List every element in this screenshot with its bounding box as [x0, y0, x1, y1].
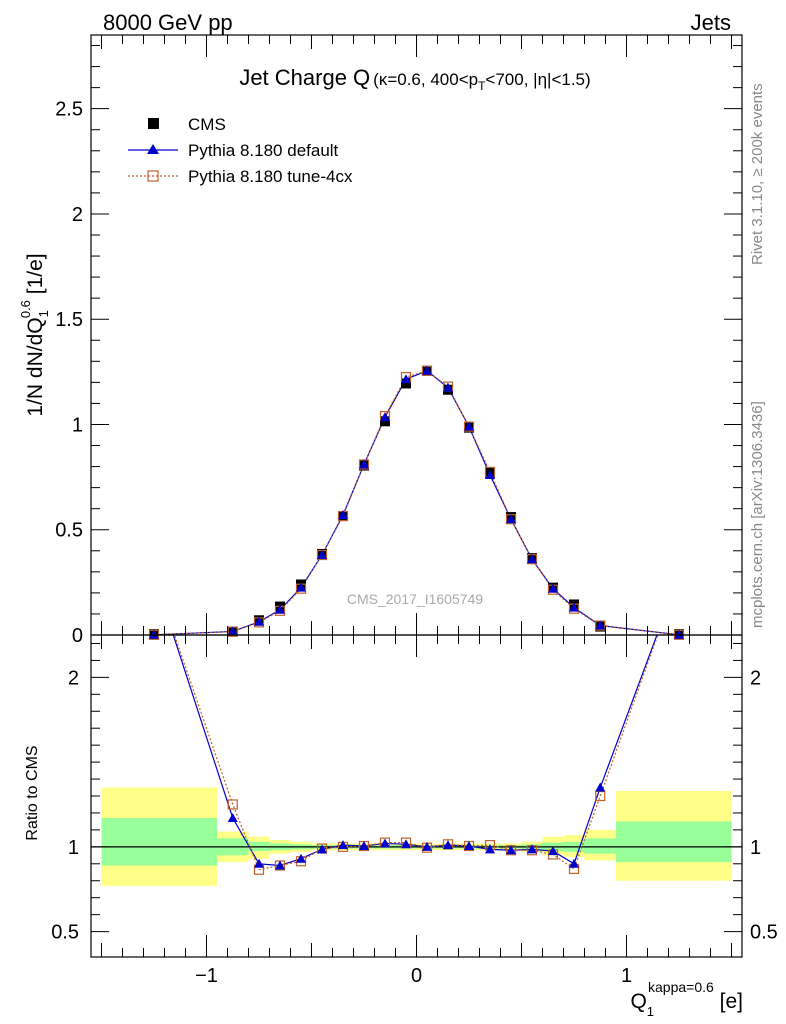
main-ytick-label: 0.5	[55, 520, 83, 542]
default-point	[464, 421, 474, 431]
ratio-uncertainty-bands	[91, 787, 742, 886]
ratio-default-point	[227, 813, 238, 823]
main-y-axis-label: 1/N dN/dQ10.6 [1/e]	[18, 253, 51, 416]
legend-tune-label: Pythia 8.180 tune-4cx	[188, 167, 353, 186]
ratio-default-point	[296, 853, 306, 863]
legend-default-marker	[147, 144, 159, 154]
ratio-ytick-label-right: 0.5	[750, 922, 778, 944]
ratio-ytick-label: 0.5	[51, 922, 79, 944]
ratio-default-point	[338, 840, 348, 850]
analysis-id-watermark: CMS_2017_I1605749	[347, 591, 483, 607]
default-point	[275, 604, 285, 614]
default-point	[317, 550, 327, 559]
band-inner	[616, 821, 732, 863]
main-ytick-label: 2	[72, 204, 83, 226]
ratio-default-point	[464, 840, 474, 850]
default-point	[569, 602, 579, 612]
main-ytick-label: 1	[72, 414, 83, 436]
default-point	[674, 629, 684, 639]
ratio-default-point	[527, 844, 537, 854]
data-markers	[148, 365, 685, 875]
ratio-default-point	[422, 841, 432, 851]
default-point	[338, 510, 348, 519]
axes: 0 0.5 1 1.5 2 2.5 0.5 0.5 1 1 2 2 −1 0 1	[51, 34, 778, 987]
ratio-default-point	[317, 844, 327, 854]
default-point	[149, 629, 159, 639]
main-ytick-label: 1.5	[55, 309, 83, 331]
ratio-ytick-label-right: 2	[750, 667, 761, 689]
default-point	[527, 554, 537, 564]
ratio-ytick-label: 1	[68, 837, 79, 859]
ratio-tune-point	[227, 799, 238, 810]
ratio-default-point	[275, 860, 285, 870]
default-point	[359, 459, 369, 469]
ratio-default-point	[401, 839, 411, 849]
main-ytick-label: 0	[72, 625, 83, 647]
ratio-default-point	[595, 782, 606, 792]
ratio-default-point	[359, 840, 369, 850]
ratio-y-axis-label: Ratio to CMS	[24, 745, 41, 840]
collision-label: 8000 GeV pp	[103, 10, 233, 35]
ratio-default-point	[506, 845, 516, 855]
ratio-default-point	[443, 840, 453, 850]
band-inner	[584, 838, 616, 854]
cms-point	[401, 378, 411, 389]
default-point	[422, 365, 432, 375]
band-inner	[101, 818, 217, 866]
x-axis-label: Q1kappa=0.6 [e]	[630, 979, 743, 1019]
default-point	[380, 412, 390, 422]
xtick-label: −1	[195, 965, 218, 987]
default-point	[401, 374, 411, 384]
default-point	[296, 582, 306, 592]
ratio-default-point	[548, 846, 558, 856]
default-point	[595, 620, 606, 630]
ratio-ytick-label: 2	[68, 667, 79, 689]
xtick-label: 1	[621, 965, 632, 987]
legend-cms-label: CMS	[188, 115, 226, 134]
ratio-default-point	[485, 844, 495, 854]
legend: CMS Pythia 8.180 default Pythia 8.180 tu…	[128, 115, 353, 186]
xtick-label: 0	[411, 965, 422, 987]
cms-point	[380, 416, 390, 427]
ratio-default-point	[380, 838, 390, 848]
default-point	[548, 583, 558, 593]
ratio-default-point	[254, 858, 264, 868]
default-point	[227, 626, 238, 636]
rivet-version-label: Rivet 3.1.10, ≥ 200k events	[749, 83, 766, 265]
process-label: Jets	[691, 10, 731, 35]
default-point	[254, 616, 264, 626]
main-ytick-label: 2.5	[55, 99, 83, 121]
legend-cms-marker	[148, 118, 159, 129]
default-point	[485, 470, 495, 479]
legend-default-label: Pythia 8.180 default	[188, 141, 339, 160]
default-point	[506, 514, 516, 524]
legend-tune-marker	[147, 170, 159, 182]
chart-title: Jet Charge Q (κ=0.6, 400<pT<700, |η|<1.5)	[239, 65, 590, 93]
ratio-default-point	[569, 858, 579, 868]
ratio-ytick-label-right: 1	[750, 837, 761, 859]
mcplots-source-label: mcplots.cern.ch [arXiv:1306.3436]	[749, 401, 766, 628]
default-point	[443, 382, 453, 392]
